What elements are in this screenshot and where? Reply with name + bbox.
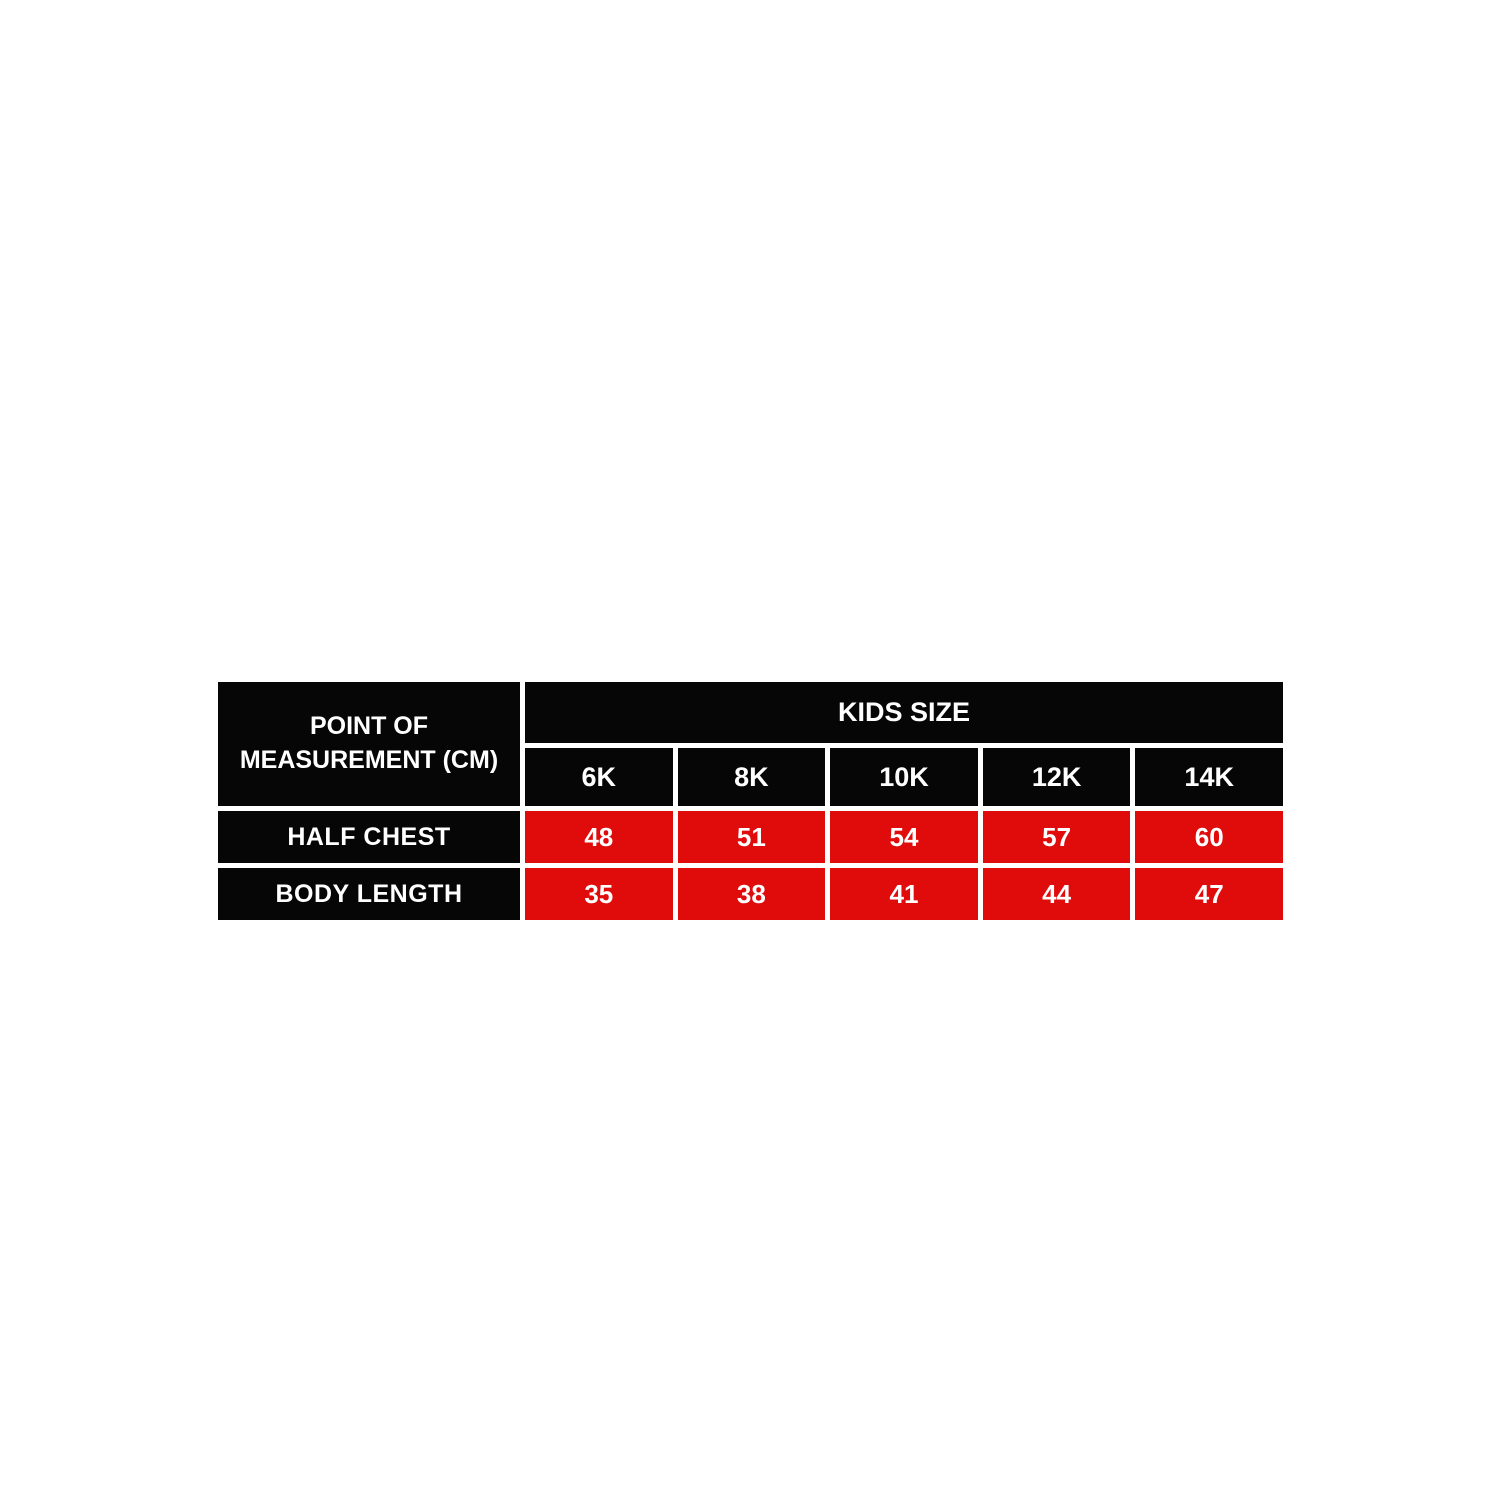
value-body-length-6k: 35 <box>525 868 673 920</box>
value-half-chest-10k: 54 <box>830 811 978 863</box>
column-header-14k: 14K <box>1135 748 1283 806</box>
value-half-chest-6k: 48 <box>525 811 673 863</box>
column-header-8k: 8K <box>677 748 826 806</box>
value-body-length-12k: 44 <box>982 868 1131 920</box>
value-body-length-8k: 38 <box>677 868 826 920</box>
column-header-6k: 6K <box>525 748 673 806</box>
column-header-10k: 10K <box>830 748 978 806</box>
value-body-length-14k: 47 <box>1135 868 1283 920</box>
corner-header-point-of-measurement: POINT OF MEASUREMENT (CM) <box>218 682 520 806</box>
value-half-chest-12k: 57 <box>982 811 1131 863</box>
value-half-chest-8k: 51 <box>677 811 826 863</box>
kids-size-chart-table: POINT OF MEASUREMENT (CM) KIDS SIZE 6K 8… <box>218 682 1283 920</box>
group-header-kids-size: KIDS SIZE <box>525 682 1283 743</box>
row-label-body-length: BODY LENGTH <box>218 868 520 920</box>
row-label-half-chest: HALF CHEST <box>218 811 520 863</box>
value-body-length-10k: 41 <box>830 868 978 920</box>
column-header-12k: 12K <box>982 748 1131 806</box>
value-half-chest-14k: 60 <box>1135 811 1283 863</box>
